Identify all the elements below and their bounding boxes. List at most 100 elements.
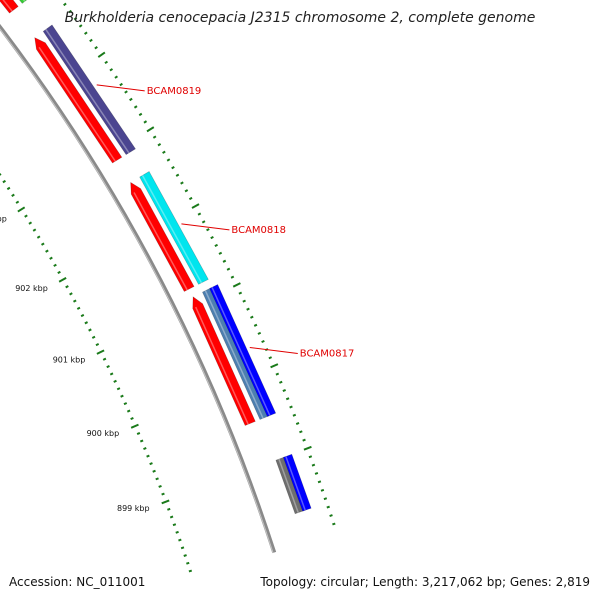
minor-tick-outer (292, 413, 297, 417)
minor-tick-outer (157, 143, 162, 147)
feature-cds_steel (202, 286, 271, 420)
major-tick-inner (96, 349, 105, 355)
minor-tick-outer (226, 267, 231, 271)
minor-tick-inner (143, 447, 147, 451)
minor-tick-outer (206, 228, 210, 232)
minor-tick-inner (152, 469, 156, 473)
feature-cds_slate (42, 24, 136, 156)
minor-tick-outer (214, 243, 219, 248)
feature-cds_green (19, 0, 28, 4)
minor-tick-outer (282, 388, 287, 392)
minor-tick-outer (133, 105, 138, 109)
minor-tick-inner (106, 365, 110, 369)
tick-label: 902 kbp (15, 284, 48, 293)
minor-tick-outer (109, 68, 114, 72)
feature-highlight (278, 458, 299, 513)
minor-tick-outer (320, 488, 325, 492)
minor-tick-outer (162, 150, 166, 154)
minor-tick-inner (109, 372, 114, 376)
minor-tick-outer (323, 497, 328, 501)
minor-tick-inner (95, 343, 100, 347)
minor-tick-outer (124, 90, 128, 94)
minor-tick-outer (171, 165, 175, 170)
minor-tick-inner (149, 462, 153, 466)
gene-label-leader (96, 84, 145, 92)
minor-tick-outer (201, 220, 206, 224)
minor-tick-inner (49, 256, 53, 260)
feature-cds_blue (282, 453, 312, 512)
feature-gc_skew_red (192, 296, 256, 426)
feature-highlight (204, 290, 264, 419)
minor-tick-outer (242, 299, 246, 303)
minor-tick-inner (76, 306, 81, 310)
minor-tick-inner (45, 249, 49, 253)
minor-tick-inner (178, 538, 182, 542)
minor-tick-outer (250, 315, 254, 319)
minor-tick-inner (24, 214, 28, 218)
minor-tick-inner (186, 561, 190, 565)
major-tick-outer (270, 363, 279, 369)
minor-tick-inner (126, 409, 131, 413)
major-tick-outer (146, 126, 155, 133)
minor-tick-inner (158, 484, 162, 488)
minor-tick-inner (113, 379, 117, 383)
minor-tick-inner (169, 515, 174, 519)
minor-tick-inner (6, 186, 11, 191)
feature-highlight (133, 192, 188, 291)
minor-tick-inner (155, 477, 159, 481)
minor-tick-inner (139, 439, 144, 443)
minor-tick-inner (146, 454, 150, 458)
gene-label: BCAM0817 (300, 348, 355, 359)
minor-tick-inner (130, 416, 134, 421)
minor-tick-outer (119, 82, 123, 87)
minor-tick-outer (63, 2, 67, 7)
minor-tick-outer (129, 97, 133, 102)
minor-tick-inner (2, 179, 6, 184)
summary-background (250, 570, 600, 596)
minor-tick-outer (84, 31, 88, 35)
feature-gc_skew_red (130, 181, 195, 292)
backbone-layer (0, 23, 277, 554)
major-tick-outer (191, 203, 200, 209)
gene-label: BCAM0819 (147, 86, 202, 97)
major-tick-outer (232, 282, 241, 288)
minor-tick-outer (308, 455, 313, 459)
minor-tick-outer (326, 505, 330, 509)
minor-tick-inner (102, 357, 107, 361)
feature-cds_cyan (139, 171, 209, 285)
minor-tick-outer (329, 514, 333, 517)
summary-text: Topology: circular; Length: 3,217,062 bp… (259, 575, 590, 589)
minor-tick-outer (138, 112, 143, 117)
minor-tick-inner (123, 402, 128, 406)
minor-tick-outer (166, 158, 171, 162)
minor-tick-outer (210, 235, 214, 240)
minor-tick-outer (188, 196, 193, 201)
minor-tick-inner (180, 546, 185, 550)
minor-tick-inner (28, 221, 33, 225)
feature-highlight (38, 46, 116, 162)
gene-label-leader (249, 346, 298, 354)
backbone-highlight (0, 28, 274, 554)
major-tick-outer (97, 51, 106, 58)
minor-tick-outer (302, 438, 306, 442)
tick-label: 899 kbp (117, 504, 150, 513)
minor-tick-inner (172, 523, 177, 527)
minor-tick-outer (143, 120, 148, 124)
minor-tick-inner (65, 285, 69, 289)
minor-tick-outer (261, 339, 265, 344)
minor-tick-outer (253, 323, 258, 327)
minor-tick-outer (285, 397, 290, 401)
minor-tick-inner (80, 313, 85, 318)
minor-tick-outer (218, 251, 223, 255)
feature-cds_blue (209, 284, 277, 417)
minor-tick-outer (89, 38, 93, 43)
minor-tick-outer (246, 307, 250, 311)
accession-text: Accession: NC_011001 (9, 575, 145, 589)
feature-highlight (285, 456, 306, 511)
minor-tick-inner (0, 173, 2, 176)
minor-tick-inner (120, 394, 124, 398)
feature-highlight (195, 306, 249, 425)
minor-tick-outer (295, 422, 300, 425)
